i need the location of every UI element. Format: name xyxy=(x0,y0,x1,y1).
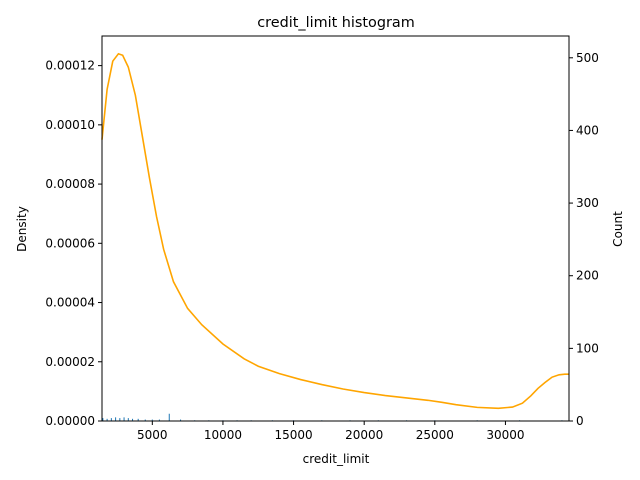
histogram-bar xyxy=(127,418,129,421)
histogram-bar xyxy=(137,418,139,421)
y-left-tick-label: 0.00004 xyxy=(45,296,95,310)
histogram-bar xyxy=(106,418,108,421)
y-left-tick-label: 0.00002 xyxy=(45,355,95,369)
y-left-axis-ticks: 0.00000 0.00002 0.00004 0.00006 0.00008 0.000… xyxy=(45,59,102,428)
histogram-bar xyxy=(144,419,146,421)
histogram-bar xyxy=(102,418,104,421)
kde-line xyxy=(101,52,569,410)
y-left-tick-label: 0.00010 xyxy=(45,118,95,132)
histogram-bar xyxy=(115,417,117,421)
y-right-axis-label: Count xyxy=(611,211,625,247)
plot-frame xyxy=(101,35,570,422)
histogram-bar xyxy=(168,413,170,421)
y-left-tick-label: 0.00012 xyxy=(45,59,95,73)
histogram-bar xyxy=(158,419,160,421)
chart-title: credit_limit histogram xyxy=(257,15,415,31)
x-axis-ticks: 5000 10000 15000 20000 25000 30000 xyxy=(137,421,525,442)
x-axis-label: credit_limit xyxy=(303,452,370,466)
y-right-tick-label: 200 xyxy=(576,269,599,283)
x-tick-label: 5000 xyxy=(137,428,168,442)
y-right-tick-label: 300 xyxy=(576,196,599,210)
histogram-bar xyxy=(123,417,125,421)
x-tick-label: 25000 xyxy=(416,428,454,442)
x-tick-label: 30000 xyxy=(486,428,524,442)
y-left-tick-label: 0.00008 xyxy=(45,177,95,191)
x-tick-label: 20000 xyxy=(345,428,383,442)
y-right-tick-label: 100 xyxy=(576,341,599,355)
y-right-axis-ticks: 0 100 200 300 400 500 xyxy=(569,51,599,428)
y-left-axis-label: Density xyxy=(15,206,29,252)
x-tick-label: 15000 xyxy=(274,428,312,442)
histogram-bar xyxy=(132,418,134,421)
histogram-bars xyxy=(102,413,563,421)
x-tick-label: 10000 xyxy=(204,428,242,442)
histogram-bar xyxy=(119,418,121,421)
histogram-bar xyxy=(110,418,112,421)
histogram-bar xyxy=(151,419,153,421)
y-left-tick-label: 0.00006 xyxy=(45,236,95,250)
histogram-bar xyxy=(180,419,182,421)
y-right-tick-label: 0 xyxy=(576,414,584,428)
y-right-tick-label: 500 xyxy=(576,51,599,65)
y-left-tick-label: 0.00000 xyxy=(45,414,95,428)
y-right-tick-label: 400 xyxy=(576,123,599,137)
